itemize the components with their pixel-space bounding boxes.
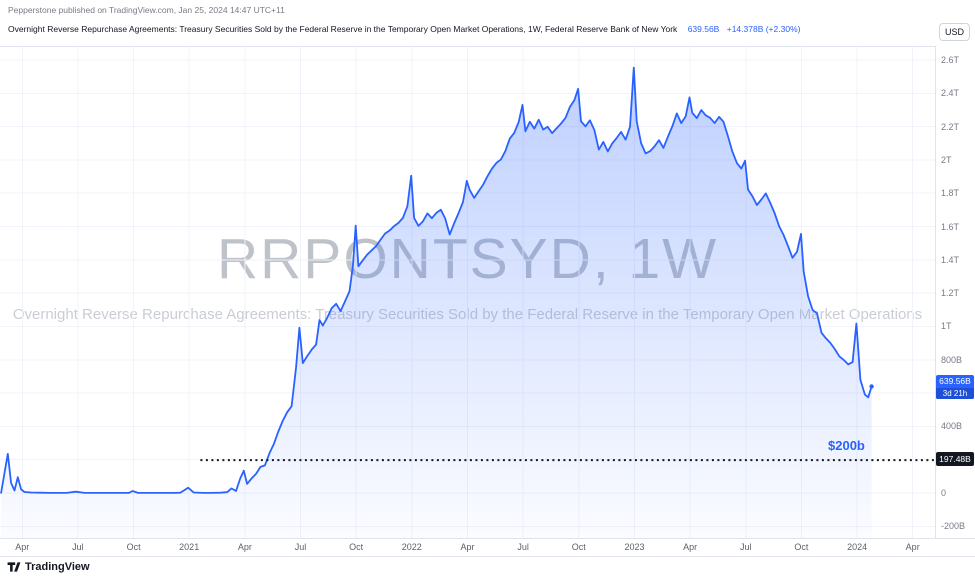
symbol-legend[interactable]: Overnight Reverse Repurchase Agreements:… bbox=[8, 24, 800, 34]
price-tick: 1.8T bbox=[941, 188, 960, 199]
time-label: Apr bbox=[460, 542, 475, 552]
publisher-line: Pepperstone published on TradingView.com… bbox=[8, 5, 285, 15]
price-tick: 2.2T bbox=[941, 121, 960, 132]
time-axis[interactable]: Apr Jul Oct 2021 Apr Jul Oct 2022 Apr Jul Oct 2023 A… bbox=[0, 538, 975, 557]
threshold-label[interactable]: $200b bbox=[828, 438, 865, 454]
area-fill bbox=[1, 67, 872, 538]
time-label: Apr bbox=[15, 542, 30, 552]
currency-toggle[interactable]: USD bbox=[939, 23, 970, 41]
price-chart-canvas[interactable] bbox=[0, 0, 935, 538]
time-label: Jul bbox=[517, 542, 529, 552]
time-label: 2023 bbox=[624, 542, 645, 552]
tradingview-brand[interactable]: TradingView bbox=[25, 561, 90, 573]
price-tick: 800B bbox=[941, 354, 963, 365]
price-tick: 2.6T bbox=[941, 54, 960, 65]
time-label: Oct bbox=[571, 542, 586, 552]
symbol-title[interactable]: Overnight Reverse Repurchase Agreements:… bbox=[8, 24, 678, 34]
time-label: 2021 bbox=[179, 542, 200, 552]
time-label: Jul bbox=[294, 542, 307, 552]
price-tick: 1.6T bbox=[941, 221, 960, 232]
chart-header: Pepperstone published on TradingView.com… bbox=[8, 5, 800, 34]
time-label: Oct bbox=[349, 542, 364, 552]
price-tick: 1.4T bbox=[941, 254, 960, 265]
last-value: 639.56B bbox=[687, 24, 720, 34]
footer-bar: TradingView bbox=[0, 556, 975, 577]
time-label: Apr bbox=[905, 542, 920, 552]
price-axis-border bbox=[935, 46, 936, 538]
time-label: Oct bbox=[126, 542, 141, 552]
bar-countdown: 3d 21h bbox=[936, 387, 974, 399]
price-axis[interactable]: USD 639.56B 3d 21h 197.48B 2.6T 2.4T 2.2T 2… bbox=[936, 0, 975, 538]
time-label: Apr bbox=[683, 542, 698, 552]
time-label: Apr bbox=[237, 542, 252, 552]
price-tick: 400B bbox=[941, 421, 963, 432]
time-label: Jul bbox=[72, 542, 84, 552]
last-price-badge-value: 639.56B bbox=[939, 376, 971, 386]
time-label: 2024 bbox=[847, 542, 868, 552]
last-price-badge: 639.56B 3d 21h bbox=[936, 374, 974, 399]
time-label: Oct bbox=[794, 542, 809, 552]
price-tick: 1.2T bbox=[941, 288, 960, 299]
pane-top-border bbox=[0, 46, 975, 47]
chart-region[interactable]: RRPONTSYD, 1W Overnight Reverse Repurcha… bbox=[0, 0, 935, 538]
price-tick: -200B bbox=[941, 521, 966, 532]
price-tick: 0 bbox=[941, 488, 947, 499]
price-line[interactable] bbox=[0, 66, 873, 494]
threshold-price-badge: 197.48B bbox=[936, 452, 974, 467]
tradingview-logo-icon[interactable] bbox=[7, 560, 21, 574]
time-label: Jul bbox=[740, 542, 752, 552]
time-label: 2022 bbox=[401, 542, 422, 552]
last-point-marker bbox=[869, 384, 874, 389]
price-tick: 2.4T bbox=[941, 88, 960, 99]
change-value: +14.378B (+2.30%) bbox=[726, 24, 801, 34]
price-tick: 2T bbox=[941, 154, 952, 165]
price-tick: 1T bbox=[941, 321, 952, 332]
